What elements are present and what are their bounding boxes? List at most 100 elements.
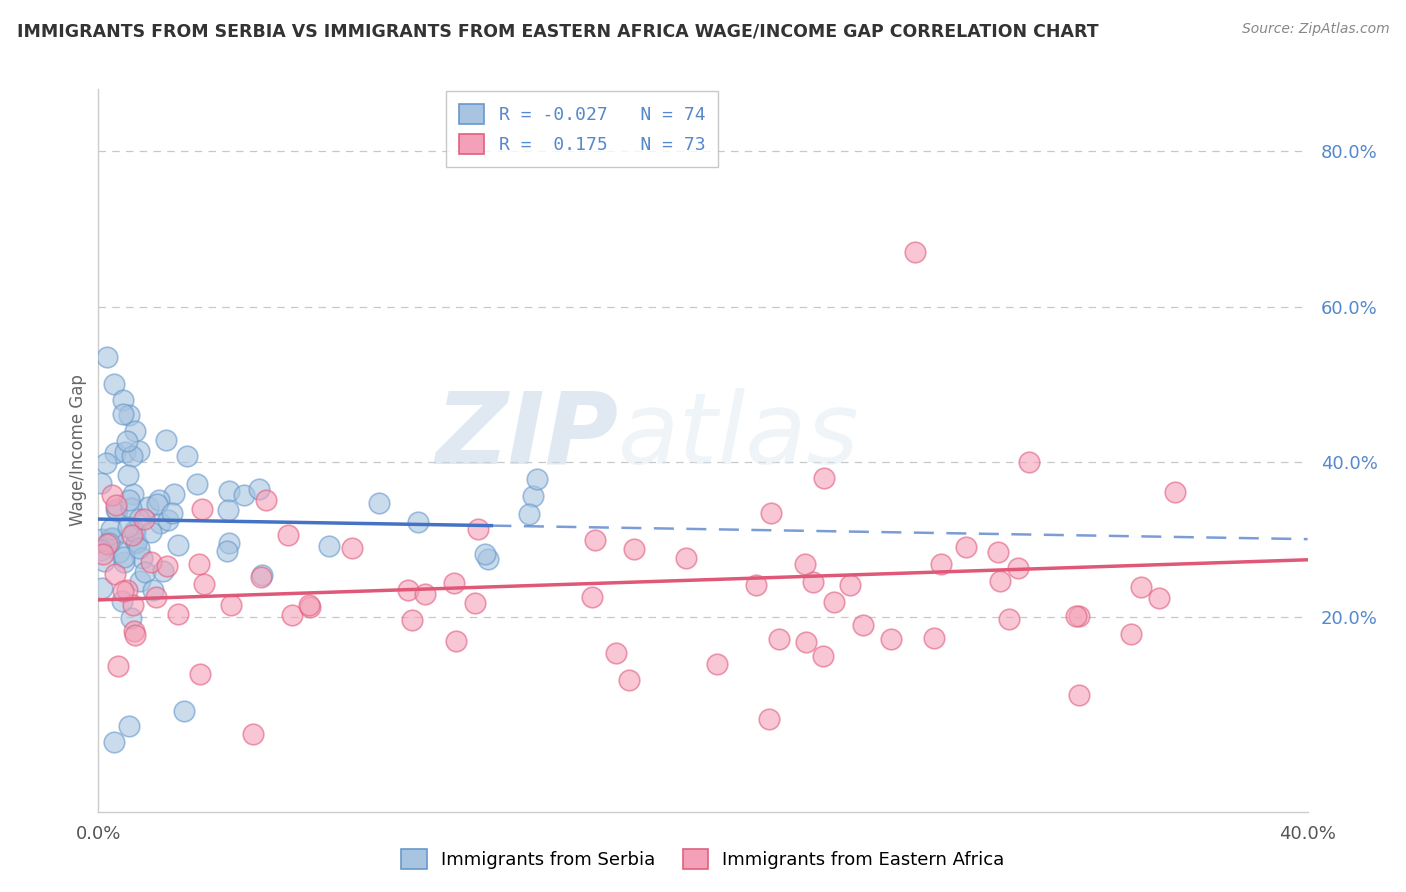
Point <box>340 541 363 555</box>
Point <box>758 712 780 726</box>
Point <box>145 590 167 604</box>
Point <box>396 582 419 597</box>
Point <box>148 493 170 508</box>
Point <box>124 524 146 539</box>
Point <box>221 599 243 613</box>
Point <box>242 727 264 741</box>
Point <box>1164 485 1187 500</box>
Point <box>190 501 212 516</box>
Point <box>138 500 160 515</box>
Text: ZIP: ZIP <box>436 387 619 484</box>
Point <box>605 646 627 660</box>
Point <box>298 600 321 615</box>
Point <box>467 522 489 536</box>
Point <box>107 659 129 673</box>
Point <box>477 552 499 566</box>
Point <box>188 557 211 571</box>
Point <box>96 350 118 364</box>
Point <box>156 513 179 527</box>
Point <box>139 555 162 569</box>
Point <box>160 506 183 520</box>
Point <box>100 522 122 536</box>
Point <box>118 492 141 507</box>
Point <box>100 531 122 545</box>
Point <box>90 475 112 490</box>
Point <box>794 557 817 571</box>
Point <box>104 445 127 459</box>
Point <box>706 657 728 672</box>
Point <box>801 574 824 589</box>
Point <box>675 550 697 565</box>
Point <box>474 548 496 562</box>
Point <box>250 570 273 584</box>
Point <box>186 477 208 491</box>
Point <box>839 578 862 592</box>
Point <box>104 499 127 513</box>
Point <box>120 611 142 625</box>
Point <box>1018 455 1040 469</box>
Point <box>929 557 952 571</box>
Point <box>297 598 319 612</box>
Point <box>281 608 304 623</box>
Point <box>124 424 146 438</box>
Point <box>166 607 188 621</box>
Point <box>922 631 945 645</box>
Point <box>744 577 766 591</box>
Point <box>277 528 299 542</box>
Legend: R = -0.027   N = 74, R =  0.175   N = 73: R = -0.027 N = 74, R = 0.175 N = 73 <box>446 91 718 167</box>
Point <box>117 467 139 482</box>
Point <box>218 536 240 550</box>
Point <box>118 719 141 733</box>
Point <box>813 470 835 484</box>
Point <box>517 507 540 521</box>
Point <box>112 549 135 564</box>
Point <box>464 596 486 610</box>
Point <box>761 506 783 520</box>
Point <box>139 524 162 539</box>
Point <box>118 409 141 423</box>
Point <box>987 544 1010 558</box>
Legend: Immigrants from Serbia, Immigrants from Eastern Africa: Immigrants from Serbia, Immigrants from … <box>392 839 1014 879</box>
Point <box>256 492 278 507</box>
Point <box>111 392 134 407</box>
Point <box>583 533 606 547</box>
Point <box>96 536 118 550</box>
Point <box>413 587 436 601</box>
Point <box>156 558 179 573</box>
Point <box>163 487 186 501</box>
Point <box>105 504 128 518</box>
Point <box>128 541 150 555</box>
Point <box>103 377 125 392</box>
Point <box>955 540 977 554</box>
Point <box>990 574 1012 588</box>
Point <box>794 635 817 649</box>
Point <box>132 512 155 526</box>
Point <box>193 577 215 591</box>
Point <box>131 551 153 566</box>
Point <box>122 524 145 538</box>
Point <box>120 501 142 516</box>
Point <box>108 545 131 559</box>
Point <box>128 444 150 458</box>
Point <box>880 632 903 646</box>
Point <box>619 673 641 687</box>
Point <box>368 496 391 510</box>
Point <box>103 735 125 749</box>
Point <box>152 564 174 578</box>
Point <box>112 407 135 421</box>
Text: Source: ZipAtlas.com: Source: ZipAtlas.com <box>1241 22 1389 37</box>
Point <box>768 632 790 646</box>
Point <box>1129 580 1152 594</box>
Point <box>145 497 167 511</box>
Point <box>96 456 118 470</box>
Point <box>233 488 256 502</box>
Point <box>91 581 114 595</box>
Point <box>188 666 211 681</box>
Point <box>446 634 468 648</box>
Point <box>526 473 548 487</box>
Point <box>112 555 135 569</box>
Point <box>173 704 195 718</box>
Point <box>121 528 143 542</box>
Point <box>852 617 875 632</box>
Point <box>155 433 177 447</box>
